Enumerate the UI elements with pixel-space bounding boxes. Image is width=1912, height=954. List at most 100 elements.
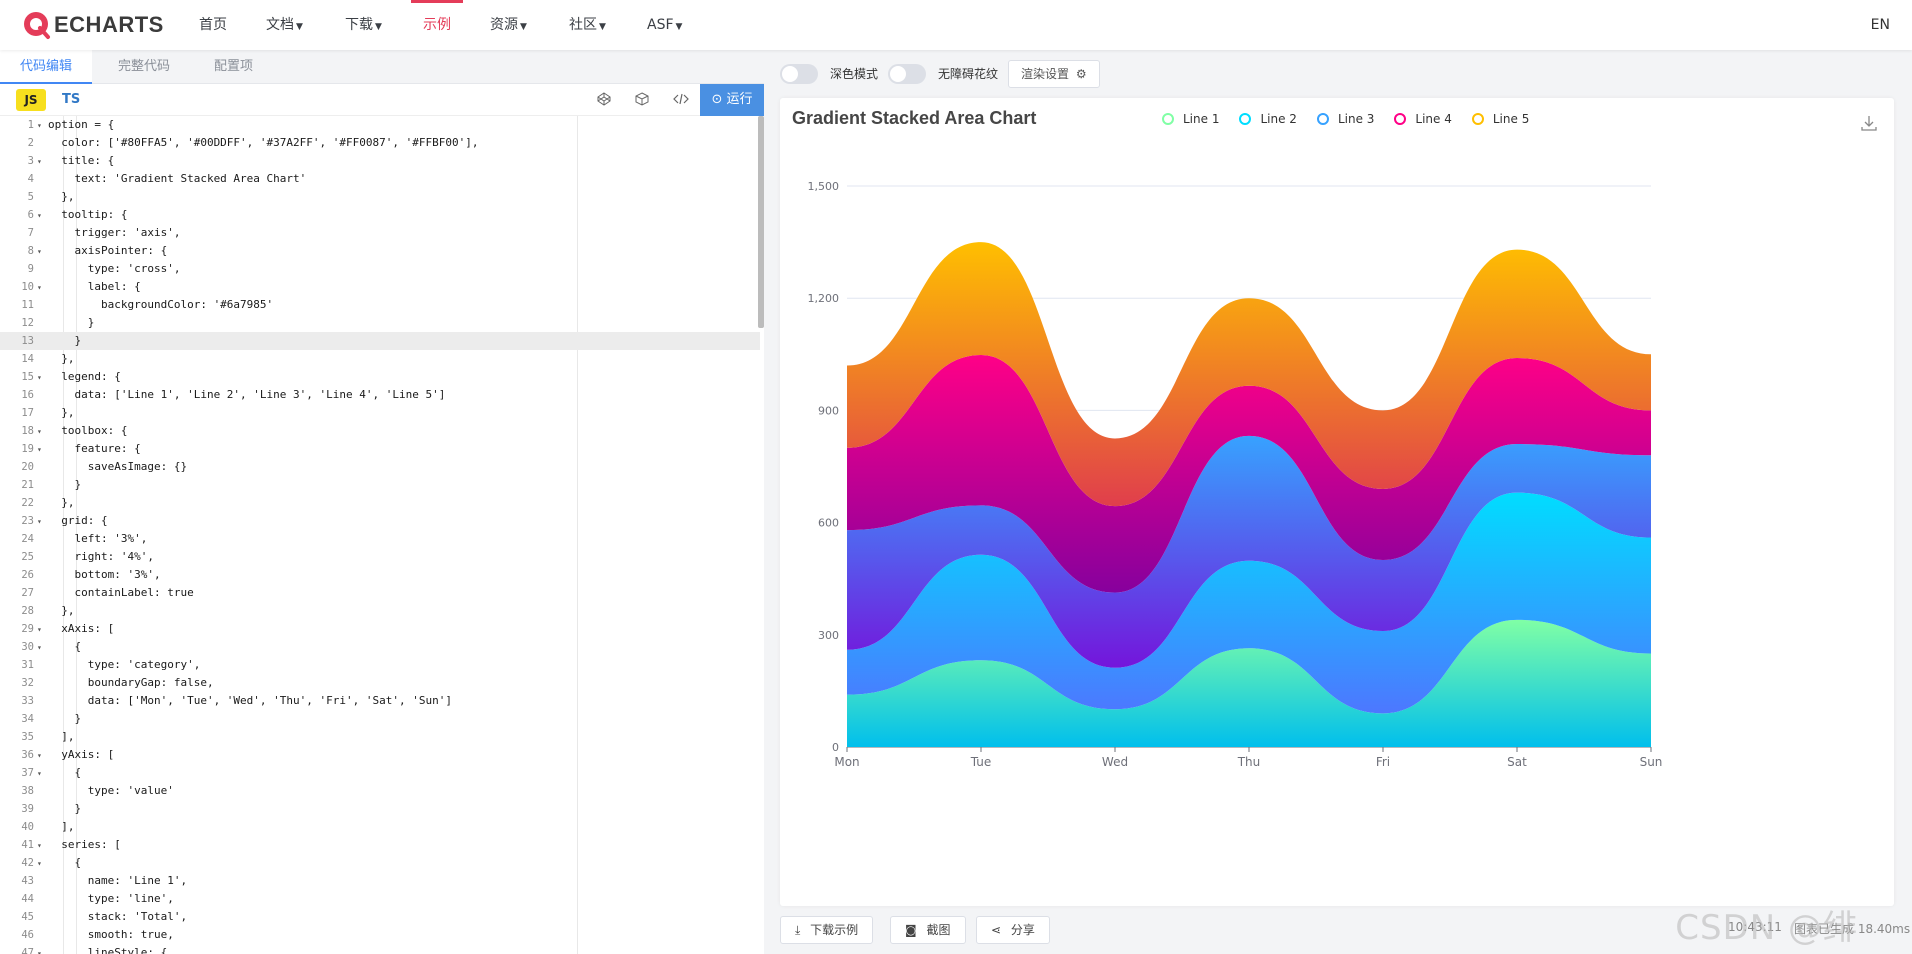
fold-arrow-icon[interactable]: ▾ — [37, 211, 42, 220]
nav-download[interactable]: 下载 ▼ — [345, 0, 382, 50]
render-settings-button[interactable]: 渲染设置 ⚙ — [1008, 60, 1100, 88]
code-line[interactable]: 16 data: ['Line 1', 'Line 2', 'Line 3', … — [0, 386, 760, 404]
legend-item[interactable]: Line 3 — [1316, 110, 1374, 128]
area-series-4[interactable] — [847, 355, 1651, 593]
language-switch[interactable]: EN — [1870, 17, 1890, 33]
code-line[interactable]: 29 ▾ xAxis: [ — [0, 620, 760, 638]
nav-home[interactable]: 首页 — [199, 0, 227, 50]
nav-examples[interactable]: 示例 — [411, 0, 463, 50]
code-line[interactable]: 13 } — [0, 332, 760, 350]
code-line[interactable]: 12 } — [0, 314, 760, 332]
code-line[interactable]: 41 ▾ series: [ — [0, 836, 760, 854]
code-line[interactable]: 46 smooth: true, — [0, 926, 760, 944]
code-line[interactable]: 19 ▾ feature: { — [0, 440, 760, 458]
code-line[interactable]: 7 trigger: 'axis', — [0, 224, 760, 242]
area-series-1[interactable] — [847, 619, 1651, 747]
code-line[interactable]: 5 }, — [0, 188, 760, 206]
code-line[interactable]: 47 ▾ lineStyle: { — [0, 944, 760, 954]
code-line[interactable]: 27 containLabel: true — [0, 584, 760, 602]
code-line[interactable]: 4 text: 'Gradient Stacked Area Chart' — [0, 170, 760, 188]
code-line[interactable]: 10 ▾ label: { — [0, 278, 760, 296]
code-line[interactable]: 23 ▾ grid: { — [0, 512, 760, 530]
code-line[interactable]: 22 }, — [0, 494, 760, 512]
fold-arrow-icon[interactable]: ▾ — [37, 445, 42, 454]
nav-community[interactable]: 社区 ▼ — [569, 0, 606, 50]
save-as-image-icon[interactable] — [1860, 114, 1878, 132]
code-line[interactable]: 37 ▾ { — [0, 764, 760, 782]
fold-arrow-icon[interactable]: ▾ — [37, 247, 42, 256]
code-line[interactable]: 11 backgroundColor: '#6a7985' — [0, 296, 760, 314]
legend-item[interactable]: Line 5 — [1471, 110, 1529, 128]
editor-scrollbar[interactable] — [758, 116, 764, 328]
legend-item[interactable]: Line 1 — [1162, 110, 1219, 128]
fold-arrow-icon[interactable]: ▾ — [37, 841, 42, 850]
code-line[interactable]: 17 }, — [0, 404, 760, 422]
tab-options[interactable]: 配置项 — [214, 59, 254, 74]
nav-asf[interactable]: ASF ▼ — [647, 0, 682, 50]
codepen-icon[interactable] — [596, 92, 612, 108]
code-line[interactable]: 38 type: 'value' — [0, 782, 760, 800]
area-series-5[interactable] — [847, 242, 1651, 507]
code-line[interactable]: 42 ▾ { — [0, 854, 760, 872]
tab-code-edit[interactable]: 代码编辑 — [0, 50, 93, 84]
code-line[interactable]: 33 data: ['Mon', 'Tue', 'Wed', 'Thu', 'F… — [0, 692, 760, 710]
ts-toggle[interactable]: TS — [62, 92, 81, 107]
area-series-3[interactable] — [847, 435, 1651, 668]
code-line[interactable]: 36 ▾ yAxis: [ — [0, 746, 760, 764]
fold-arrow-icon[interactable]: ▾ — [37, 427, 42, 436]
code-line[interactable]: 6 ▾ tooltip: { — [0, 206, 760, 224]
fold-arrow-icon[interactable]: ▾ — [37, 121, 42, 130]
fold-arrow-icon[interactable]: ▾ — [37, 859, 42, 868]
code-line[interactable]: 31 type: 'category', — [0, 656, 760, 674]
fold-arrow-icon[interactable]: ▾ — [37, 373, 42, 382]
code-line[interactable]: 9 type: 'cross', — [0, 260, 760, 278]
code-line[interactable]: 1 ▾ option = { — [0, 116, 760, 134]
code-line[interactable]: 34 } — [0, 710, 760, 728]
fold-arrow-icon[interactable]: ▾ — [37, 751, 42, 760]
code-line[interactable]: 15 ▾ legend: { — [0, 368, 760, 386]
code-line[interactable]: 43 name: 'Line 1', — [0, 872, 760, 890]
code-line[interactable]: 21 } — [0, 476, 760, 494]
fold-arrow-icon[interactable]: ▾ — [37, 949, 42, 954]
code-line[interactable]: 45 stack: 'Total', — [0, 908, 760, 926]
fold-arrow-icon[interactable]: ▾ — [37, 283, 42, 292]
code-line[interactable]: 32 boundaryGap: false, — [0, 674, 760, 692]
codesandbox-icon[interactable] — [634, 92, 650, 108]
code-line[interactable]: 20 saveAsImage: {} — [0, 458, 760, 476]
screenshot-button[interactable]: ◙ 截图 — [890, 916, 966, 944]
fold-arrow-icon[interactable]: ▾ — [37, 517, 42, 526]
code-editor[interactable]: 1 ▾ option = {2 color: ['#80FFA5', '#00DDF… — [0, 116, 764, 954]
code-line[interactable]: 2 color: ['#80FFA5', '#00DDFF', '#37A2FF… — [0, 134, 760, 152]
code-line[interactable]: 39 } — [0, 800, 760, 818]
tab-full-code[interactable]: 完整代码 — [118, 59, 171, 74]
nav-resources[interactable]: 资源 ▼ — [490, 0, 527, 50]
fold-arrow-icon[interactable]: ▾ — [37, 625, 42, 634]
run-button[interactable]: ⊙ 运行 — [700, 84, 764, 116]
code-line[interactable]: 24 left: '3%', — [0, 530, 760, 548]
code-line[interactable]: 8 ▾ axisPointer: { — [0, 242, 760, 260]
chart-plot[interactable]: 0 300 600 900 1,200 1,500 Mon Tue Wed Thu Fri Sat Su… — [780, 98, 1894, 906]
code-line[interactable]: 25 right: '4%', — [0, 548, 760, 566]
fold-arrow-icon[interactable]: ▾ — [37, 769, 42, 778]
code-line[interactable]: 18 ▾ toolbox: { — [0, 422, 760, 440]
download-example-button[interactable]: ⤓ 下载示例 — [780, 916, 874, 944]
fold-arrow-icon[interactable]: ▾ — [37, 643, 42, 652]
code-line[interactable]: 14 }, — [0, 350, 760, 368]
share-button[interactable]: ⋖ 分享 — [976, 916, 1050, 944]
echarts-logo[interactable]: ECHARTS — [22, 10, 164, 40]
code-line[interactable]: 40 ], — [0, 818, 760, 836]
code-line[interactable]: 28 }, — [0, 602, 760, 620]
code-line[interactable]: 3 ▾ title: { — [0, 152, 760, 170]
legend-item[interactable]: Line 4 — [1394, 110, 1452, 128]
nav-docs[interactable]: 文档 ▼ — [266, 0, 303, 50]
area-series-2[interactable] — [847, 492, 1651, 714]
legend-item[interactable]: Line 2 — [1239, 110, 1297, 128]
code-line[interactable]: 35 ], — [0, 728, 760, 746]
js-toggle[interactable]: JS — [16, 89, 46, 111]
code-line[interactable]: 30 ▾ { — [0, 638, 760, 656]
dark-mode-toggle[interactable] — [780, 64, 818, 84]
code-line[interactable]: 26 bottom: '3%', — [0, 566, 760, 584]
code-icon[interactable] — [673, 92, 689, 108]
fold-arrow-icon[interactable]: ▾ — [37, 157, 42, 166]
code-line[interactable]: 44 type: 'line', — [0, 890, 760, 908]
